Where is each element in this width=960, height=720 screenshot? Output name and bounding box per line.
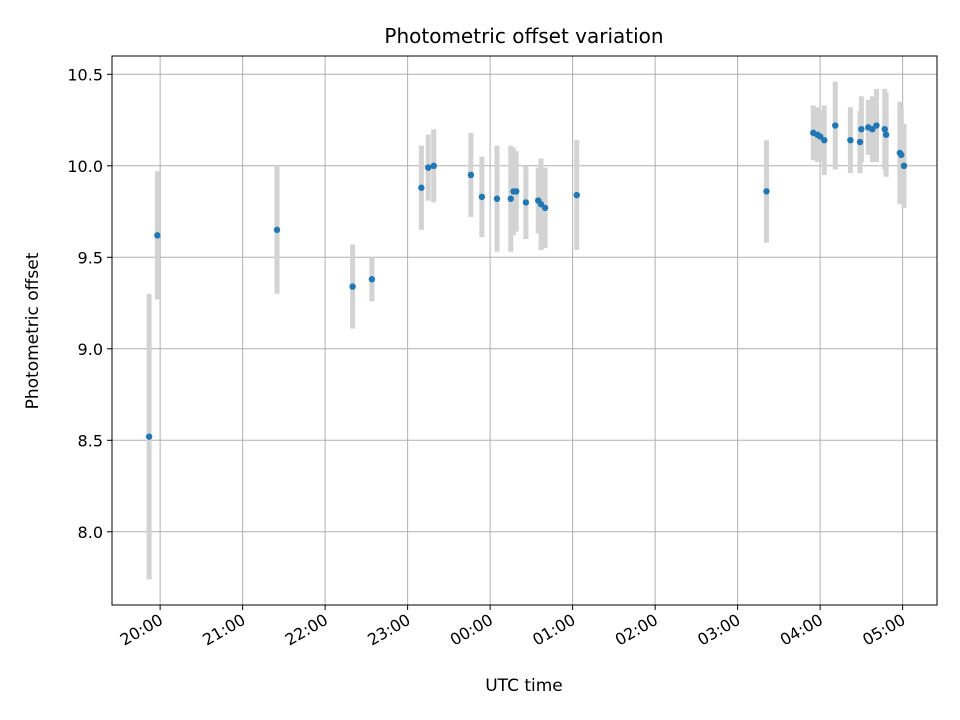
data-point [513,188,520,195]
data-point [763,188,770,195]
data-point [273,226,281,234]
y-tick-label: 10.0 [67,157,103,176]
y-tick-label: 9.0 [78,340,103,359]
data-point [478,193,486,201]
data-point [881,126,888,133]
data-point [507,195,514,202]
data-point [425,164,432,171]
data-point [869,126,876,133]
chart-title: Photometric offset variation [384,24,663,48]
data-point [882,131,890,138]
data-point [537,201,545,208]
data-point [856,138,864,146]
data-point [541,204,549,212]
data-point [493,195,501,202]
data-point [832,122,839,129]
x-axis-title: UTC time [485,676,563,696]
y-axis: 8.0 8.5 9.0 9.5 10.0 10.5 [67,65,112,542]
data-point [816,133,824,140]
data-points [145,122,908,440]
y-tick-label: 10.5 [67,65,103,84]
data-point [430,162,437,169]
y-tick-label: 8.5 [78,431,103,450]
data-point [522,199,530,206]
data-point [847,136,854,144]
data-point [154,232,161,239]
data-point [368,276,376,283]
data-point [573,191,580,199]
data-point [873,122,880,129]
data-point [349,283,356,290]
data-point [145,433,153,440]
y-tick-label: 9.5 [78,248,103,267]
plot-frame [111,55,938,606]
data-point [467,171,475,179]
y-axis-title: Photometric offset [23,252,43,409]
data-point [900,162,908,169]
data-point [898,151,905,159]
data-point [418,184,425,191]
data-point [821,136,828,144]
data-point [858,126,865,133]
y-tick-label: 8.0 [78,523,103,542]
